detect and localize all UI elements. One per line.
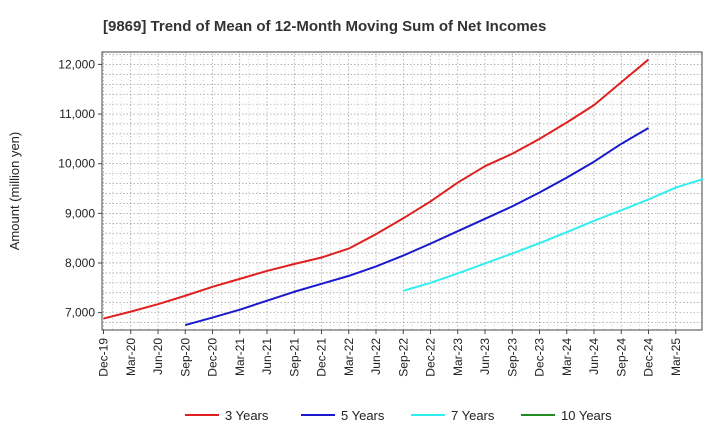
legend-label: 5 Years xyxy=(341,408,385,423)
x-tick-label: Sep-23 xyxy=(505,338,519,377)
chart-title: [9869] Trend of Mean of 12-Month Moving … xyxy=(103,18,546,35)
x-tick-label: Sep-22 xyxy=(396,338,410,377)
x-tick-label: Mar-23 xyxy=(451,338,465,376)
x-tick-label: Jun-22 xyxy=(369,338,383,375)
x-tick-label: Mar-20 xyxy=(124,338,138,376)
legend-label: 3 Years xyxy=(225,408,269,423)
y-tick-label: 7,000 xyxy=(65,306,95,320)
legend: 3 Years 5 Years 7 Years 10 Years xyxy=(185,408,612,423)
x-tick-label: Sep-24 xyxy=(614,338,628,377)
x-tick-label: Mar-25 xyxy=(669,338,683,376)
x-tick-label: Sep-21 xyxy=(287,338,301,377)
y-axis-label: Amount (million yen) xyxy=(7,132,22,251)
y-tick-label: 11,000 xyxy=(59,107,95,121)
x-tick-label: Mar-22 xyxy=(342,338,356,376)
grid xyxy=(102,52,702,330)
series-lines xyxy=(103,58,704,327)
x-tick-label: Dec-23 xyxy=(533,338,547,377)
x-tick-label: Dec-20 xyxy=(206,338,220,377)
x-tick-label: Sep-20 xyxy=(178,338,192,377)
x-tick-label: Jun-20 xyxy=(151,338,165,375)
y-tick-label: 10,000 xyxy=(58,157,95,171)
x-tick-label: Dec-19 xyxy=(97,338,111,377)
x-tick-label: Dec-22 xyxy=(424,338,438,377)
y-tick-label: 8,000 xyxy=(65,256,95,270)
x-tick-label: Jun-23 xyxy=(478,338,492,375)
y-tick-label: 12,000 xyxy=(58,57,95,71)
plot-area xyxy=(101,51,703,331)
x-tick-label: Jun-24 xyxy=(587,338,601,375)
y-axis-ticks: 7,000 8,000 9,000 10,000 11,000 12,000 xyxy=(58,57,102,320)
x-axis-ticks: Dec-19 Mar-20 Jun-20 Sep-20 Dec-20 Mar-21 Jun-… xyxy=(97,330,683,377)
x-tick-label: Jun-21 xyxy=(260,338,274,375)
series-line xyxy=(184,127,650,327)
y-tick-label: 9,000 xyxy=(65,206,95,220)
x-tick-label: Mar-24 xyxy=(560,338,574,376)
series-line xyxy=(402,178,704,292)
legend-label: 10 Years xyxy=(561,408,612,423)
legend-label: 7 Years xyxy=(451,408,495,423)
x-tick-label: Mar-21 xyxy=(233,338,247,376)
x-tick-label: Dec-24 xyxy=(642,338,656,377)
series-line xyxy=(103,58,650,320)
x-tick-label: Dec-21 xyxy=(315,338,329,377)
